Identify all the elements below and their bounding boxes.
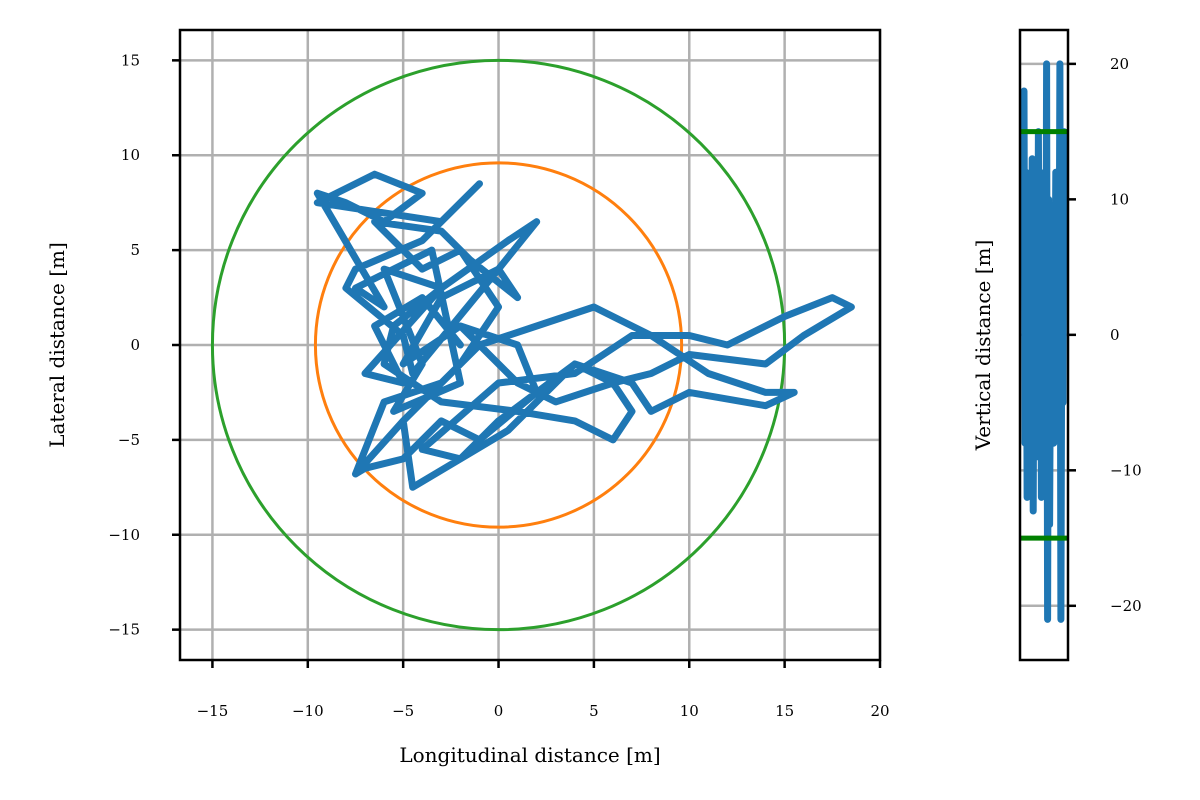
side-y-tick-label: 10 bbox=[1110, 190, 1129, 208]
main-gridlines bbox=[180, 30, 882, 660]
y-tick-label: −10 bbox=[108, 526, 140, 544]
main-y-ticks: −15 −10 −5 0 5 10 15 bbox=[108, 51, 180, 639]
x-tick-label: 10 bbox=[680, 702, 699, 720]
main-x-axis-label: Longitudinal distance [m] bbox=[399, 743, 660, 767]
side-plot: −20 −10 0 10 20 Vertical distance [m] bbox=[971, 28, 1142, 662]
threshold-circle bbox=[210, 58, 787, 632]
y-tick-label: −5 bbox=[118, 431, 140, 449]
trajectory-line bbox=[313, 170, 855, 491]
y-tick-label: 10 bbox=[121, 146, 140, 164]
vertical-line bbox=[1020, 60, 1068, 623]
threshold-lines bbox=[1020, 129, 1068, 541]
threshold-circles bbox=[210, 58, 787, 632]
main-plot: −15 −10 −5 0 5 10 15 20 −15 −10 −5 0 5 10 15 Longitud… bbox=[45, 28, 890, 767]
threshold-circle bbox=[313, 161, 684, 529]
side-plot-frame bbox=[1018, 28, 1070, 662]
main-x-ticks: −15 −10 −5 0 5 10 15 20 bbox=[197, 660, 890, 720]
x-tick-label: −5 bbox=[392, 702, 414, 720]
main-y-axis-label: Lateral distance [m] bbox=[45, 242, 69, 448]
side-y-tick-label: 20 bbox=[1110, 55, 1129, 73]
side-y-tick-label: 0 bbox=[1110, 326, 1120, 344]
x-tick-label: 20 bbox=[870, 702, 889, 720]
y-tick-label: 15 bbox=[121, 51, 140, 69]
side-y-axis-label: Vertical distance [m] bbox=[971, 240, 995, 452]
x-tick-label: −10 bbox=[292, 702, 324, 720]
side-y-tick-label: −20 bbox=[1110, 597, 1142, 615]
x-tick-label: 15 bbox=[775, 702, 794, 720]
x-tick-label: 0 bbox=[494, 702, 504, 720]
x-tick-label: −15 bbox=[197, 702, 229, 720]
trajectory-series bbox=[313, 170, 855, 491]
x-tick-label: 5 bbox=[589, 702, 599, 720]
y-tick-label: 5 bbox=[130, 241, 140, 259]
side-y-ticks: −20 −10 0 10 20 bbox=[1068, 55, 1142, 615]
y-tick-label: 0 bbox=[130, 336, 140, 354]
side-y-tick-label: −10 bbox=[1110, 461, 1142, 479]
y-tick-label: −15 bbox=[108, 621, 140, 639]
vertical-series bbox=[1020, 60, 1068, 623]
